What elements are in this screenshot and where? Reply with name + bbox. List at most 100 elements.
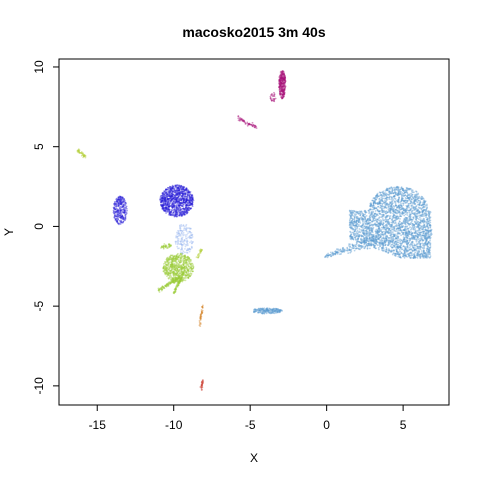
data-point [395, 188, 398, 191]
data-point [388, 239, 391, 242]
data-point [383, 226, 386, 229]
data-point [384, 192, 386, 194]
data-point [416, 209, 418, 212]
data-point [367, 220, 370, 223]
data-point [377, 210, 380, 213]
data-point [362, 215, 365, 218]
data-point [169, 186, 172, 188]
data-point [385, 187, 388, 190]
data-point [258, 307, 260, 310]
data-point [357, 233, 360, 236]
data-point [427, 232, 430, 235]
data-point [402, 207, 404, 210]
data-point [367, 234, 369, 237]
data-point [423, 201, 426, 204]
data-point [426, 203, 428, 206]
data-point [425, 232, 427, 235]
data-point [384, 229, 387, 232]
data-point [420, 252, 423, 255]
data-point [125, 207, 128, 210]
data-point [403, 238, 405, 241]
data-point [396, 186, 398, 189]
data-point [174, 205, 176, 208]
data-point [391, 188, 394, 191]
data-point [416, 225, 419, 228]
data-point [390, 207, 392, 210]
data-point [408, 196, 411, 199]
data-point [177, 200, 179, 202]
data-point [397, 216, 400, 219]
data-point [429, 216, 432, 219]
data-point [408, 218, 411, 220]
data-point [374, 245, 376, 247]
data-point [121, 221, 124, 224]
data-point [372, 203, 375, 206]
data-point [405, 229, 408, 231]
data-point [417, 206, 420, 209]
data-point [404, 194, 407, 197]
data-point [362, 228, 365, 231]
data-point [168, 213, 170, 216]
data-point [183, 191, 185, 193]
data-point [423, 234, 426, 237]
data-point [414, 235, 417, 237]
data-point [331, 251, 334, 254]
data-point [355, 219, 358, 222]
data-point [392, 221, 395, 224]
data-point [388, 249, 391, 252]
data-point [422, 215, 424, 217]
data-point [393, 201, 396, 203]
data-point [388, 211, 391, 214]
data-point [179, 190, 182, 193]
data-point [426, 249, 428, 252]
data-point [174, 190, 177, 193]
data-point [410, 234, 413, 237]
data-point [399, 206, 402, 209]
data-point [407, 237, 409, 240]
data-point [382, 192, 385, 195]
data-point [403, 252, 406, 255]
data-point [185, 266, 188, 268]
data-point [389, 245, 392, 248]
data-point [176, 193, 179, 196]
data-point [399, 254, 401, 256]
data-point [375, 207, 378, 209]
data-point [393, 216, 395, 219]
data-point [382, 215, 384, 218]
data-point [359, 213, 362, 216]
data-point [166, 202, 169, 205]
data-point [112, 209, 115, 212]
data-point [404, 234, 407, 237]
data-point [189, 207, 192, 210]
data-point [390, 234, 392, 237]
data-point [378, 219, 380, 222]
data-point [180, 225, 183, 228]
data-point [419, 239, 422, 242]
data-point [177, 264, 180, 267]
data-point [397, 222, 400, 225]
data-point [378, 202, 381, 204]
data-point [423, 213, 426, 216]
data-point [178, 199, 181, 202]
data-point [393, 195, 395, 198]
data-point [405, 234, 408, 237]
data-point [178, 194, 181, 197]
data-point [380, 226, 383, 229]
data-point [263, 309, 266, 311]
data-point [383, 241, 385, 244]
data-point [416, 220, 419, 223]
data-point [350, 213, 353, 216]
data-point [357, 220, 359, 222]
data-point [403, 221, 406, 224]
data-point [428, 210, 431, 213]
data-point [370, 242, 372, 244]
data-point [409, 237, 411, 240]
data-point [417, 197, 419, 200]
data-point [334, 250, 337, 253]
data-point [176, 271, 179, 274]
data-point [188, 194, 190, 197]
data-point [382, 194, 385, 197]
data-point [393, 234, 396, 237]
data-point [415, 222, 417, 225]
data-point [179, 185, 181, 188]
